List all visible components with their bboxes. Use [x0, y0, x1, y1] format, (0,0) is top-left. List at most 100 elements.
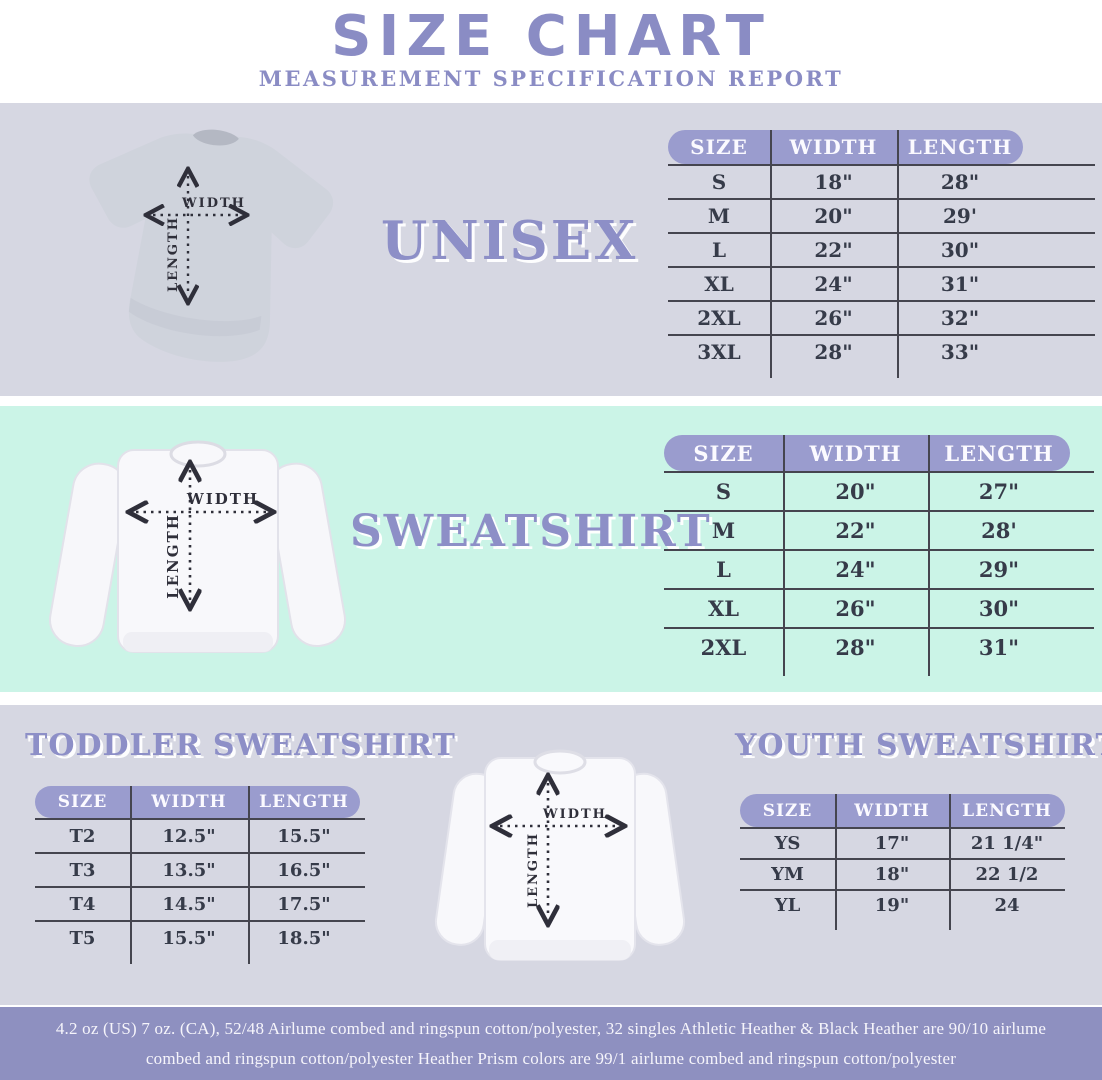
- column-header-length: LENGTH: [259, 792, 349, 812]
- table-header-pill: [35, 786, 360, 818]
- cell-size: XL: [668, 266, 770, 300]
- cell-width: 24": [770, 266, 897, 300]
- column-divider: [248, 786, 250, 964]
- cell-length: 33": [897, 334, 1095, 368]
- length-label: LENGTH: [164, 513, 182, 599]
- column-divider: [783, 435, 785, 676]
- cell-size: 2XL: [664, 627, 783, 666]
- page-title: SIZE CHART: [331, 4, 771, 69]
- column-divider: [897, 130, 899, 378]
- column-header-size: SIZE: [762, 800, 813, 821]
- column-header-length: LENGTH: [962, 800, 1052, 821]
- cell-width: 18": [770, 164, 897, 198]
- cell-size: T2: [35, 818, 130, 852]
- cell-width: 17": [835, 827, 949, 858]
- cell-length: 29": [928, 549, 1094, 588]
- column-header-width: WIDTH: [151, 792, 227, 812]
- cell-size: 2XL: [668, 300, 770, 334]
- cell-size: L: [668, 232, 770, 266]
- cell-size: S: [668, 164, 770, 198]
- cell-size: T4: [35, 886, 130, 920]
- kids-sweatshirt-silhouette: [434, 749, 686, 961]
- cell-length: 30": [928, 588, 1094, 627]
- sweatshirt-title: SWEATSHIRT: [350, 506, 712, 557]
- cell-length: 15.5": [248, 818, 365, 852]
- width-label: WIDTH: [542, 807, 607, 822]
- sweatshirt-silhouette: [49, 440, 346, 653]
- cell-length: 27": [928, 471, 1094, 510]
- cell-width: 14.5": [130, 886, 248, 920]
- column-header-size: SIZE: [693, 440, 754, 466]
- cell-size: YS: [740, 827, 835, 858]
- youth-title: YOUTH SWEATSHIRT: [735, 728, 1102, 763]
- page-subtitle: MEASUREMENT SPECIFICATION REPORT: [258, 66, 844, 91]
- cell-size: M: [664, 510, 783, 549]
- width-label: WIDTH: [181, 196, 246, 211]
- cell-length: 30": [897, 232, 1095, 266]
- cell-length: 29': [897, 198, 1095, 232]
- cell-length: 18.5": [248, 920, 365, 954]
- cell-width: 18": [835, 858, 949, 889]
- column-header-length: LENGTH: [907, 135, 1013, 159]
- cell-size: YL: [740, 889, 835, 920]
- unisex-size-table: SIZE WIDTH LENGTH S 18" 28" M 20" 29' L …: [668, 130, 1095, 378]
- cell-length: 21 1/4": [949, 827, 1065, 858]
- length-label: LENGTH: [166, 216, 181, 292]
- cell-size: XL: [664, 588, 783, 627]
- column-divider: [130, 786, 132, 964]
- table-header-pill: [740, 794, 1065, 827]
- unisex-title: UNISEX: [381, 210, 639, 272]
- width-label: WIDTH: [186, 490, 259, 508]
- column-divider: [770, 130, 772, 378]
- table-header-pill: [668, 130, 1023, 164]
- cell-width: 22": [783, 510, 928, 549]
- cell-length: 32": [897, 300, 1095, 334]
- fabric-note: 4.2 oz (US) 7 oz. (CA), 52/48 Airlume co…: [55, 1018, 1047, 1068]
- column-header-width: WIDTH: [854, 800, 930, 821]
- cell-width: 24": [783, 549, 928, 588]
- footer: 4.2 oz (US) 7 oz. (CA), 52/48 Airlume co…: [0, 1007, 1102, 1080]
- cell-size: YM: [740, 858, 835, 889]
- column-header-size: SIZE: [57, 792, 108, 812]
- tshirt-image: WIDTH LENGTH: [89, 129, 334, 362]
- cell-width: 28": [770, 334, 897, 368]
- toddler-size-table: SIZE WIDTH LENGTH T2 12.5" 15.5" T3 13.5…: [35, 786, 365, 964]
- tshirt-silhouette: [89, 129, 334, 362]
- cell-length: 17.5": [248, 886, 365, 920]
- cell-width: 19": [835, 889, 949, 920]
- cell-size: T5: [35, 920, 130, 954]
- column-divider: [928, 435, 930, 676]
- column-header-size: SIZE: [690, 135, 748, 159]
- cell-width: 26": [770, 300, 897, 334]
- column-header-width: WIDTH: [809, 440, 902, 466]
- column-header-length: LENGTH: [944, 440, 1054, 466]
- cell-width: 20": [783, 471, 928, 510]
- length-label: LENGTH: [526, 832, 541, 908]
- cell-width: 26": [783, 588, 928, 627]
- cell-length: 22 1/2: [949, 858, 1065, 889]
- cell-width: 12.5": [130, 818, 248, 852]
- cell-width: 15.5": [130, 920, 248, 954]
- cell-size: M: [668, 198, 770, 232]
- cell-length: 28': [928, 510, 1094, 549]
- cell-width: 28": [783, 627, 928, 666]
- cell-length: 24: [949, 889, 1065, 920]
- cell-size: T3: [35, 852, 130, 886]
- column-header-width: WIDTH: [789, 135, 878, 159]
- cell-length: 31": [897, 266, 1095, 300]
- cell-length: 16.5": [248, 852, 365, 886]
- cell-width: 20": [770, 198, 897, 232]
- table-header-pill: [664, 435, 1070, 471]
- cell-width: 22": [770, 232, 897, 266]
- kids-sweatshirt-image: WIDTH LENGTH: [434, 749, 686, 961]
- column-divider: [949, 794, 951, 930]
- cell-size: 3XL: [668, 334, 770, 368]
- toddler-title: TODDLER SWEATSHIRT: [25, 728, 456, 763]
- cell-length: 28": [897, 164, 1095, 198]
- sweatshirt-image: WIDTH LENGTH: [49, 440, 346, 653]
- column-divider: [835, 794, 837, 930]
- sweatshirt-size-table: SIZE WIDTH LENGTH S 20" 27" M 22" 28' L …: [664, 435, 1094, 676]
- cell-length: 31": [928, 627, 1094, 666]
- youth-size-table: SIZE WIDTH LENGTH YS 17" 21 1/4" YM 18" …: [740, 794, 1065, 930]
